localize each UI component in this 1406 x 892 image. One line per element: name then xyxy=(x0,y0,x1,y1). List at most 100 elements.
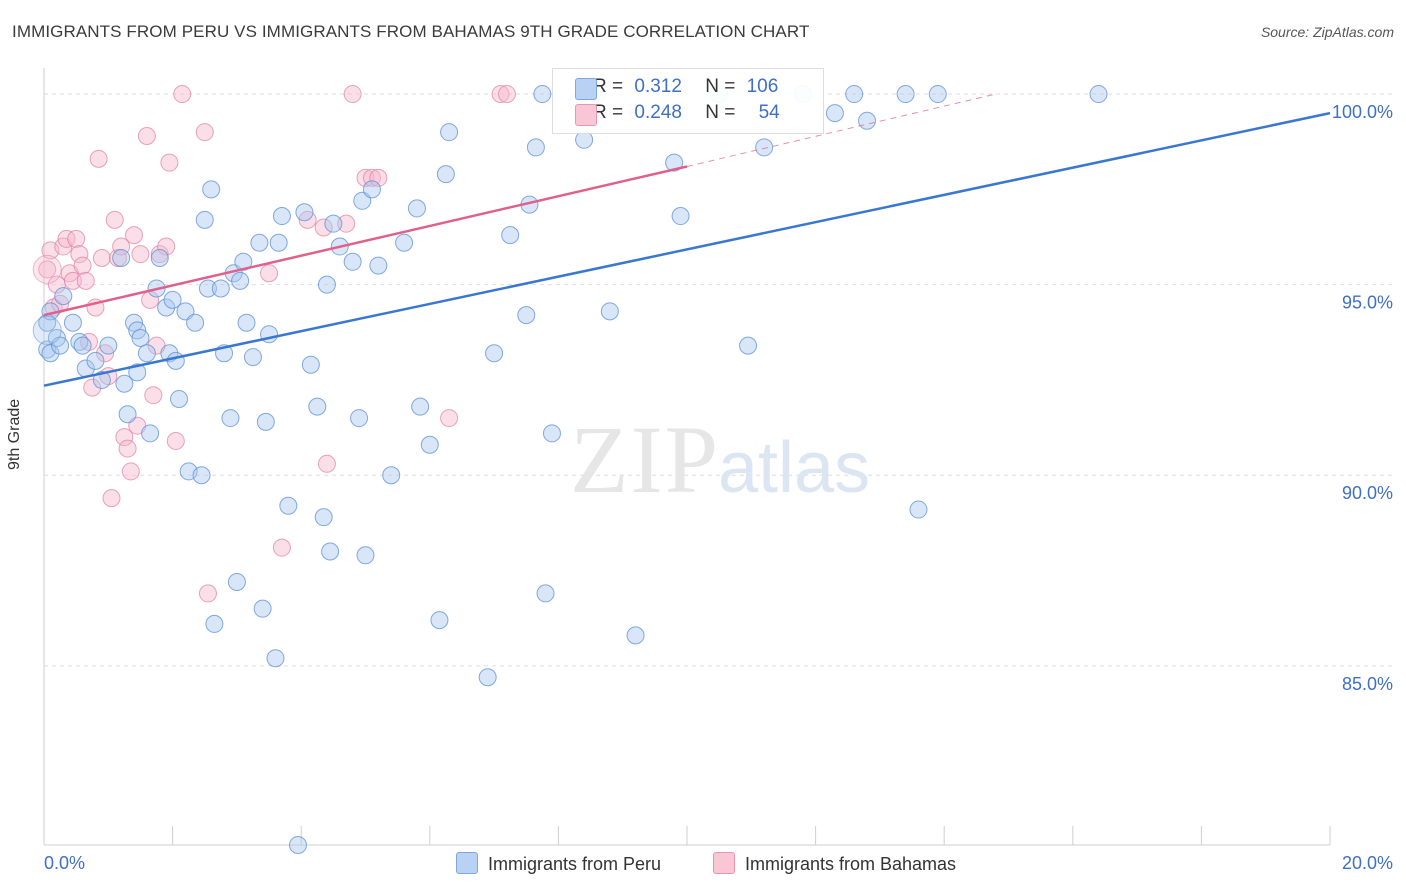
watermark-zip: ZIP xyxy=(570,406,720,513)
peru-point xyxy=(205,614,224,633)
peru-point xyxy=(112,248,131,267)
peru-point xyxy=(243,348,262,367)
peru-point xyxy=(440,123,459,142)
peru-point xyxy=(739,336,758,355)
peru-point xyxy=(250,233,269,252)
peru-point xyxy=(131,329,150,348)
bahamas-point xyxy=(440,409,459,428)
peru-point xyxy=(253,599,272,618)
bahamas-point xyxy=(157,237,176,256)
peru-point xyxy=(192,466,211,485)
axes xyxy=(43,68,1331,846)
peru-point xyxy=(150,248,169,267)
peru-point xyxy=(92,370,111,389)
peru-point xyxy=(825,104,844,123)
y-tick-label-0: 85.0% xyxy=(1342,674,1393,694)
peru-trend-line xyxy=(43,111,1331,387)
bahamas-point xyxy=(121,462,140,481)
bahamas-point xyxy=(137,126,156,145)
peru-point xyxy=(73,336,92,355)
peru-point xyxy=(1089,85,1108,104)
bahamas-point xyxy=(317,454,336,473)
bahamas-point xyxy=(314,218,333,237)
legend-swatch-peru xyxy=(575,78,597,100)
peru-point xyxy=(665,153,684,172)
bahamas-point xyxy=(195,123,214,142)
peru-point xyxy=(308,397,327,416)
peru-point xyxy=(395,233,414,252)
tick-labels: 85.0% 90.0% 95.0% 100.0% 0.0% 20.0% xyxy=(44,102,1393,873)
bahamas-point xyxy=(115,428,134,447)
chart-title: IMMIGRANTS FROM PERU VS IMMIGRANTS FROM … xyxy=(12,22,810,41)
y-axis-label: 9th Grade xyxy=(6,398,23,470)
peru-point xyxy=(41,344,60,363)
grid-lines xyxy=(44,93,1395,667)
bahamas-point xyxy=(369,168,388,187)
bottom-legend-swatch-bahamas xyxy=(713,852,735,874)
bahamas-point xyxy=(63,271,82,290)
peru-point xyxy=(269,233,288,252)
bahamas-point xyxy=(102,489,121,508)
bahamas-trend-extension xyxy=(686,93,996,167)
bahamas-point xyxy=(38,260,57,279)
bahamas-point xyxy=(173,85,192,104)
peru-point xyxy=(288,836,307,854)
bottom-legend-bahamas-label: Immigrants from Bahamas xyxy=(745,854,957,874)
bahamas-trend-line xyxy=(43,165,688,317)
peru-point xyxy=(266,649,285,668)
peru-point xyxy=(526,138,545,157)
peru-point xyxy=(356,546,375,565)
legend-peru-r-label: R = xyxy=(593,76,624,97)
peru-point xyxy=(542,424,561,443)
peru-point xyxy=(279,496,298,515)
peru-point xyxy=(485,344,504,363)
source-label: Source: ZipAtlas.com xyxy=(1260,24,1394,40)
peru-point xyxy=(141,424,160,443)
x-tick-label-1: 20.0% xyxy=(1342,853,1393,873)
bahamas-point xyxy=(125,226,144,245)
peru-point xyxy=(362,180,381,199)
peru-point xyxy=(115,374,134,393)
legend-bahamas-r-label: R = xyxy=(593,102,624,123)
peru-point xyxy=(186,313,205,332)
bahamas-point xyxy=(198,584,217,603)
bahamas-cluster-point xyxy=(32,254,62,284)
legend-peru-r-value: 0.312 xyxy=(634,76,682,97)
bahamas-point xyxy=(343,85,362,104)
bahamas-point xyxy=(118,439,137,458)
peru-point xyxy=(858,111,877,130)
peru-point xyxy=(63,313,82,332)
peru-point xyxy=(896,85,915,104)
bahamas-point xyxy=(160,153,179,172)
peru-point xyxy=(321,542,340,561)
peru-point xyxy=(369,256,388,275)
bahamas-point xyxy=(70,245,89,264)
bottom-legend-bahamas: Immigrants from Bahamas xyxy=(713,852,956,876)
peru-point xyxy=(256,412,275,431)
legend-swatch-bahamas xyxy=(575,104,597,126)
y-tick-label-1: 90.0% xyxy=(1342,483,1393,503)
x-tick-label-0: 0.0% xyxy=(44,853,85,873)
peru-point xyxy=(501,226,520,245)
peru-point xyxy=(436,165,455,184)
peru-point xyxy=(407,199,426,218)
bahamas-point xyxy=(76,271,95,290)
peru-point xyxy=(163,290,182,309)
peru-point xyxy=(221,409,240,428)
peru-point xyxy=(382,466,401,485)
peru-point xyxy=(99,336,118,355)
peru-point xyxy=(600,302,619,321)
legend-row-bahamas: R = 0.248 N = 54 xyxy=(575,102,780,126)
bahamas-point xyxy=(57,229,76,248)
peru-point xyxy=(533,85,552,104)
peru-point xyxy=(301,355,320,374)
y-tick-label-3: 100.0% xyxy=(1332,102,1393,122)
bahamas-point xyxy=(272,538,291,557)
bahamas-point xyxy=(356,168,375,187)
bahamas-point xyxy=(497,85,516,104)
legend-peru-n-label: N = xyxy=(705,76,736,97)
peru-point xyxy=(137,344,156,363)
peru-point xyxy=(231,271,250,290)
peru-point xyxy=(237,313,256,332)
bahamas-point xyxy=(92,248,111,267)
